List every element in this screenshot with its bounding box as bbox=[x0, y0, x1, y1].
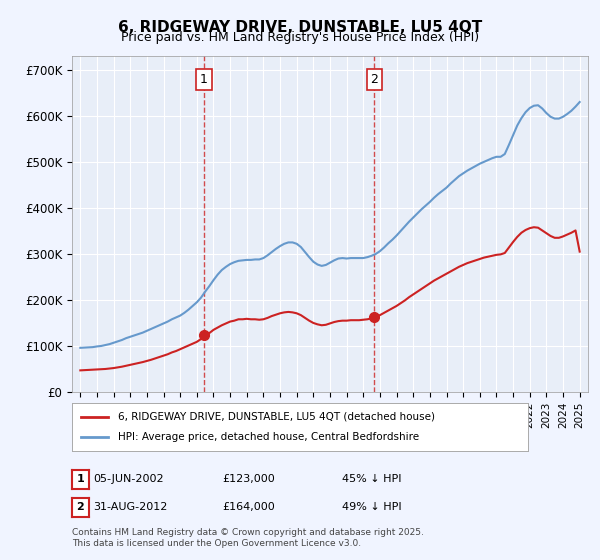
Text: 1: 1 bbox=[77, 474, 84, 484]
Text: 1: 1 bbox=[200, 73, 208, 86]
Text: HPI: Average price, detached house, Central Bedfordshire: HPI: Average price, detached house, Cent… bbox=[118, 432, 419, 442]
Text: 45% ↓ HPI: 45% ↓ HPI bbox=[342, 474, 401, 484]
Text: 2: 2 bbox=[370, 73, 378, 86]
Text: £164,000: £164,000 bbox=[222, 502, 275, 512]
Text: 49% ↓ HPI: 49% ↓ HPI bbox=[342, 502, 401, 512]
Text: £123,000: £123,000 bbox=[222, 474, 275, 484]
Text: 2: 2 bbox=[77, 502, 84, 512]
Text: Contains HM Land Registry data © Crown copyright and database right 2025.
This d: Contains HM Land Registry data © Crown c… bbox=[72, 528, 424, 548]
Text: 6, RIDGEWAY DRIVE, DUNSTABLE, LU5 4QT (detached house): 6, RIDGEWAY DRIVE, DUNSTABLE, LU5 4QT (d… bbox=[118, 412, 434, 422]
Text: Price paid vs. HM Land Registry's House Price Index (HPI): Price paid vs. HM Land Registry's House … bbox=[121, 31, 479, 44]
Text: 31-AUG-2012: 31-AUG-2012 bbox=[93, 502, 167, 512]
Text: 6, RIDGEWAY DRIVE, DUNSTABLE, LU5 4QT: 6, RIDGEWAY DRIVE, DUNSTABLE, LU5 4QT bbox=[118, 20, 482, 35]
Text: 05-JUN-2002: 05-JUN-2002 bbox=[93, 474, 164, 484]
